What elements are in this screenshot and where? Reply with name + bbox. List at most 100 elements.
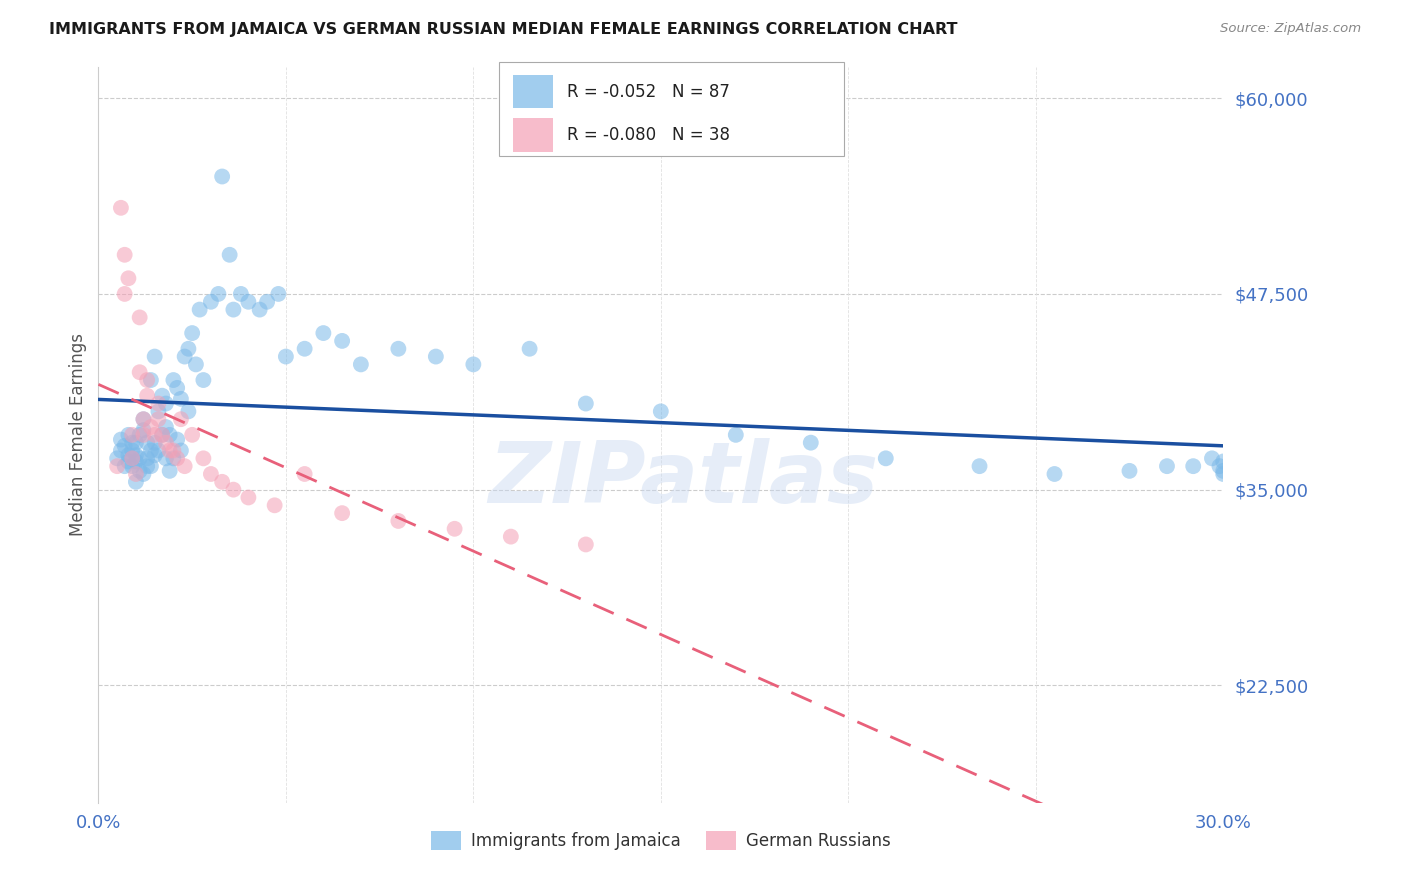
Point <box>139 459 162 474</box>
Point <box>188 302 211 317</box>
Point <box>114 287 136 301</box>
Point <box>117 271 139 285</box>
Point <box>114 459 136 474</box>
Point <box>1212 467 1234 481</box>
Point <box>143 427 166 442</box>
Point <box>218 248 240 262</box>
Point <box>121 443 143 458</box>
Point <box>136 389 159 403</box>
Point <box>256 294 278 309</box>
Point <box>155 451 177 466</box>
Point <box>139 420 162 434</box>
Point <box>121 451 143 466</box>
Point <box>650 404 672 418</box>
Point <box>575 537 598 551</box>
Point <box>181 427 204 442</box>
Text: N = 38: N = 38 <box>672 127 730 145</box>
Point <box>800 435 823 450</box>
Text: Source: ZipAtlas.com: Source: ZipAtlas.com <box>1220 22 1361 36</box>
Point <box>132 412 155 426</box>
Point <box>125 454 148 468</box>
Point <box>238 491 260 505</box>
Point <box>1212 454 1234 468</box>
Point <box>173 459 195 474</box>
Point <box>150 427 173 442</box>
Point <box>330 506 353 520</box>
Point <box>181 326 204 340</box>
Point <box>139 443 162 458</box>
Point <box>425 350 447 364</box>
Point <box>132 412 155 426</box>
Point <box>170 392 193 406</box>
Text: R = -0.052: R = -0.052 <box>567 84 655 102</box>
Point <box>200 467 222 481</box>
Point <box>463 358 485 372</box>
Point <box>162 451 184 466</box>
Point <box>166 381 188 395</box>
Text: ZIPatlas: ZIPatlas <box>488 437 879 521</box>
Point <box>128 464 150 478</box>
Text: N = 87: N = 87 <box>672 84 730 102</box>
Point <box>724 427 747 442</box>
Legend: Immigrants from Jamaica, German Russians: Immigrants from Jamaica, German Russians <box>425 824 897 857</box>
Point <box>159 427 181 442</box>
Point <box>1118 464 1140 478</box>
Point <box>443 522 465 536</box>
Point <box>312 326 335 340</box>
Point <box>162 373 184 387</box>
Point <box>222 483 245 497</box>
Point <box>150 389 173 403</box>
Point <box>274 350 297 364</box>
Point <box>1043 467 1066 481</box>
Point <box>170 443 193 458</box>
Point <box>125 467 148 481</box>
Point <box>121 451 143 466</box>
Point <box>128 365 150 379</box>
Point <box>125 448 148 462</box>
Text: IMMIGRANTS FROM JAMAICA VS GERMAN RUSSIAN MEDIAN FEMALE EARNINGS CORRELATION CHA: IMMIGRANTS FROM JAMAICA VS GERMAN RUSSIA… <box>49 22 957 37</box>
Point <box>128 427 150 442</box>
Point <box>350 358 373 372</box>
Point <box>330 334 353 348</box>
Point <box>519 342 541 356</box>
Point <box>143 448 166 462</box>
Point <box>1208 459 1230 474</box>
Point <box>150 427 173 442</box>
Point <box>159 443 181 458</box>
Point <box>238 294 260 309</box>
Point <box>132 423 155 437</box>
Point <box>387 514 409 528</box>
Point <box>114 439 136 453</box>
Point <box>139 373 162 387</box>
Point <box>222 302 245 317</box>
Point <box>136 451 159 466</box>
Point <box>193 451 215 466</box>
Point <box>177 342 200 356</box>
Point <box>125 435 148 450</box>
Point <box>143 435 166 450</box>
Point <box>148 396 170 410</box>
Point <box>121 427 143 442</box>
Point <box>173 350 195 364</box>
Point <box>155 396 177 410</box>
Point <box>132 467 155 481</box>
Point <box>200 294 222 309</box>
Point <box>136 435 159 450</box>
Point <box>193 373 215 387</box>
Point <box>575 396 598 410</box>
Point <box>969 459 991 474</box>
Point <box>117 448 139 462</box>
Point <box>249 302 271 317</box>
Point <box>148 443 170 458</box>
Point <box>177 404 200 418</box>
Y-axis label: Median Female Earnings: Median Female Earnings <box>69 334 87 536</box>
Point <box>128 310 150 325</box>
Point <box>166 433 188 447</box>
Point <box>211 169 233 184</box>
Point <box>121 459 143 474</box>
Point <box>125 475 148 489</box>
Point <box>267 287 290 301</box>
Point <box>387 342 409 356</box>
Point <box>875 451 897 466</box>
Point <box>1182 459 1205 474</box>
